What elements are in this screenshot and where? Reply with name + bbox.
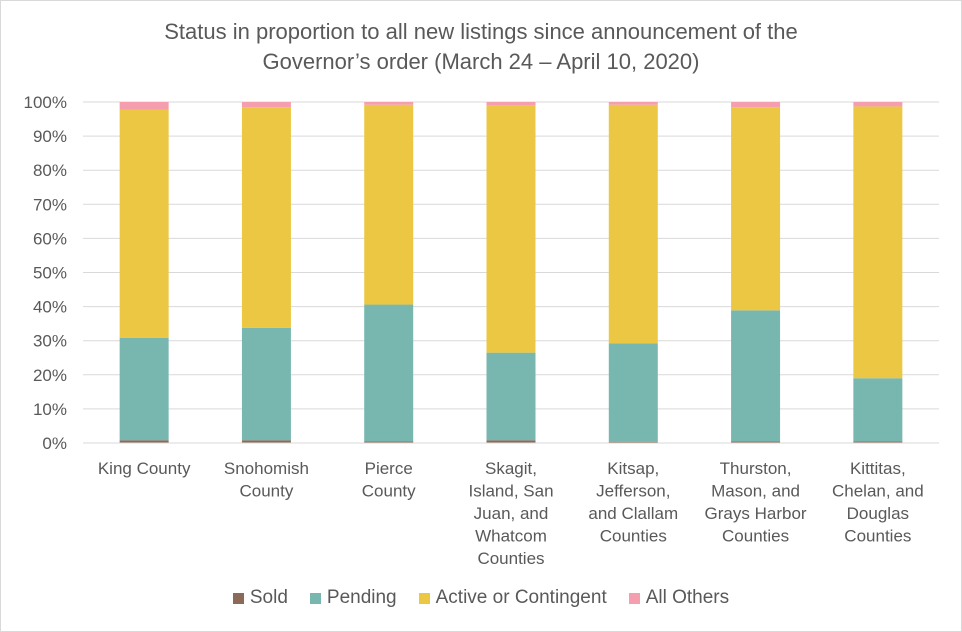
y-tick-label: 50% — [33, 264, 67, 283]
y-tick-label: 20% — [33, 366, 67, 385]
bar-segment-all-others — [364, 102, 414, 105]
bar-segment-active-or-contingent — [241, 107, 291, 328]
bar-segment-all-others — [731, 102, 781, 108]
bar-segment-active-or-contingent — [364, 104, 414, 305]
y-tick-label: 0% — [42, 434, 67, 453]
x-category-label: King County — [98, 459, 191, 478]
bar-segment-sold — [731, 441, 781, 443]
bar-segment-all-others — [853, 102, 903, 107]
legend-item: Pending — [309, 587, 397, 609]
legend-swatch — [309, 592, 321, 604]
bar-segment-sold — [241, 440, 291, 443]
bar-segment-sold — [119, 440, 169, 443]
bar-segment-pending — [853, 378, 903, 442]
bar-segment-pending — [486, 352, 536, 441]
x-category-label: Thurston, Mason, and Grays Harbor Counties — [705, 459, 807, 546]
legend-swatch — [232, 592, 244, 604]
x-category-label: Snohomish County — [224, 459, 309, 501]
bar-segment-pending — [608, 343, 658, 442]
bar-segment-all-others — [486, 102, 536, 106]
bar-segment-active-or-contingent — [853, 106, 903, 379]
bar-segment-pending — [364, 304, 414, 442]
y-tick-label: 10% — [33, 400, 67, 419]
bar-segment-active-or-contingent — [731, 107, 781, 311]
x-category-label: Kittitas, Chelan, and Douglas Counties — [832, 459, 924, 546]
legend-swatch — [418, 592, 430, 604]
legend-label: Pending — [326, 587, 397, 608]
bar-segment-all-others — [119, 102, 169, 110]
bar-segment-sold — [853, 441, 903, 443]
y-tick-label: 40% — [33, 298, 67, 317]
chart-title: Status in proportion to all new listings… — [164, 19, 798, 74]
y-tick-label: 60% — [33, 229, 67, 248]
y-tick-label: 100% — [24, 93, 67, 112]
y-tick-label: 70% — [33, 195, 67, 214]
bar-segment-active-or-contingent — [119, 109, 169, 338]
bar-segment-pending — [119, 337, 169, 441]
legend-label: Active or Contingent — [435, 587, 607, 608]
legend-swatch — [628, 592, 640, 604]
legend-label: Sold — [249, 587, 288, 608]
y-tick-label: 80% — [33, 161, 67, 180]
legend-item: Sold — [232, 587, 288, 609]
y-tick-label: 30% — [33, 332, 67, 351]
bar-segment-pending — [731, 310, 781, 442]
legend-item: Active or Contingent — [418, 587, 607, 609]
bar-segment-all-others — [608, 102, 658, 105]
legend-item: All Others — [628, 587, 730, 609]
bar-segment-sold — [486, 440, 536, 443]
legend-label: All Others — [645, 587, 730, 608]
bar-segment-active-or-contingent — [486, 105, 536, 353]
x-category-label: Pierce County — [362, 459, 416, 501]
bar-segment-all-others — [241, 102, 291, 108]
chart-legend: Sold Pending Active or Contingent All Other… — [1, 587, 961, 609]
bar-segment-sold — [608, 441, 658, 443]
y-tick-label: 90% — [33, 127, 67, 146]
bar-segment-pending — [241, 327, 291, 441]
x-category-label: Skagit, Island, San Juan, and Whatcom Counti… — [468, 459, 553, 568]
bar-segment-active-or-contingent — [608, 104, 658, 344]
bar-segment-sold — [364, 441, 414, 443]
x-category-label: Kitsap, Jefferson, and Clallam Counties — [588, 459, 678, 546]
